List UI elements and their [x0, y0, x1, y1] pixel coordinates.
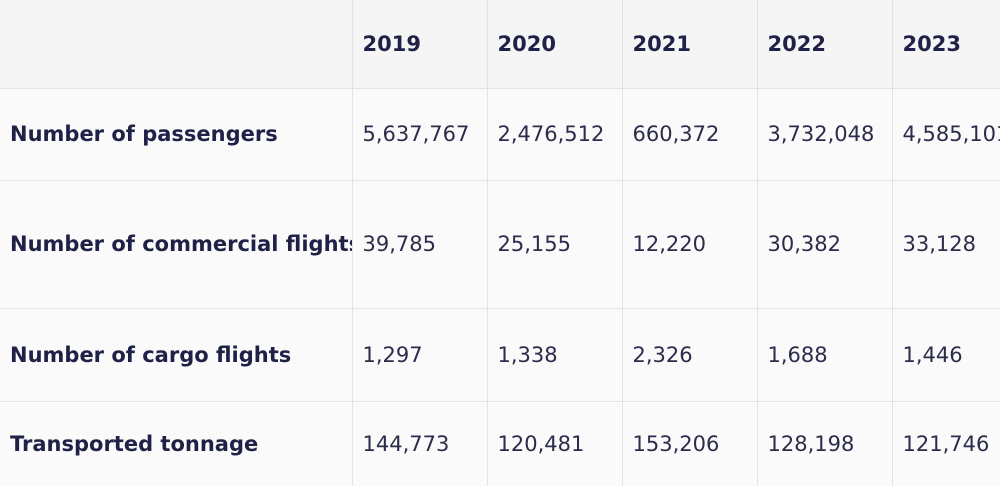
row-label-passengers: Number of passengers — [0, 88, 353, 181]
year-header-2023: 2023 — [892, 0, 1000, 89]
table-cell: 39,785 — [352, 180, 488, 309]
table-row: Number of cargo flights 1,297 1,338 2,32… — [0, 308, 1000, 402]
table-cell: 33,128 — [892, 180, 1000, 309]
table-cell: 1,688 — [757, 308, 893, 402]
year-header-2021: 2021 — [622, 0, 758, 89]
table-cell: 5,637,767 — [352, 88, 488, 181]
table-cell: 3,732,048 — [757, 88, 893, 181]
row-label-transported-tonnage: Transported tonnage — [0, 401, 353, 486]
table-cell: 1,446 — [892, 308, 1000, 402]
row-label-commercial-flights: Number of commercial flights — [0, 180, 353, 309]
table-cell: 2,326 — [622, 308, 758, 402]
table-cell: 660,372 — [622, 88, 758, 181]
table-row: Number of commercial flights 39,785 25,1… — [0, 180, 1000, 309]
table-cell: 120,481 — [487, 401, 623, 486]
table-cell: 1,338 — [487, 308, 623, 402]
table-cell: 121,746 — [902, 431, 990, 456]
table-row: Number of passengers 5,637,767 2,476,512… — [0, 88, 1000, 181]
table-cell: 4,585,101 — [892, 88, 1000, 181]
year-header-2022: 2022 — [757, 0, 893, 89]
table-cell: 153,206 — [622, 401, 758, 486]
table-header: 2019 2020 2021 2022 2023 — [0, 0, 1000, 89]
year-header-2019: 2019 — [352, 0, 488, 89]
table-cell: 25,155 — [487, 180, 623, 309]
table-cell: 144,773 — [352, 401, 488, 486]
table-cell: 30,382 — [757, 180, 893, 309]
row-label-cargo-flights: Number of cargo flights — [0, 308, 353, 402]
table-body: Number of passengers 5,637,767 2,476,512… — [0, 88, 1000, 486]
table-cell: 2,476,512 — [487, 88, 623, 181]
table-cell: 128,198 — [757, 401, 893, 486]
header-row: 2019 2020 2021 2022 2023 — [0, 0, 1000, 89]
table-cell: 12,220 — [622, 180, 758, 309]
table-cell: 1,297 — [352, 308, 488, 402]
header-corner-cell — [0, 0, 353, 89]
year-header-2020: 2020 — [487, 0, 623, 89]
table-row: Transported tonnage 144,773 120,481 153,… — [0, 401, 1000, 486]
